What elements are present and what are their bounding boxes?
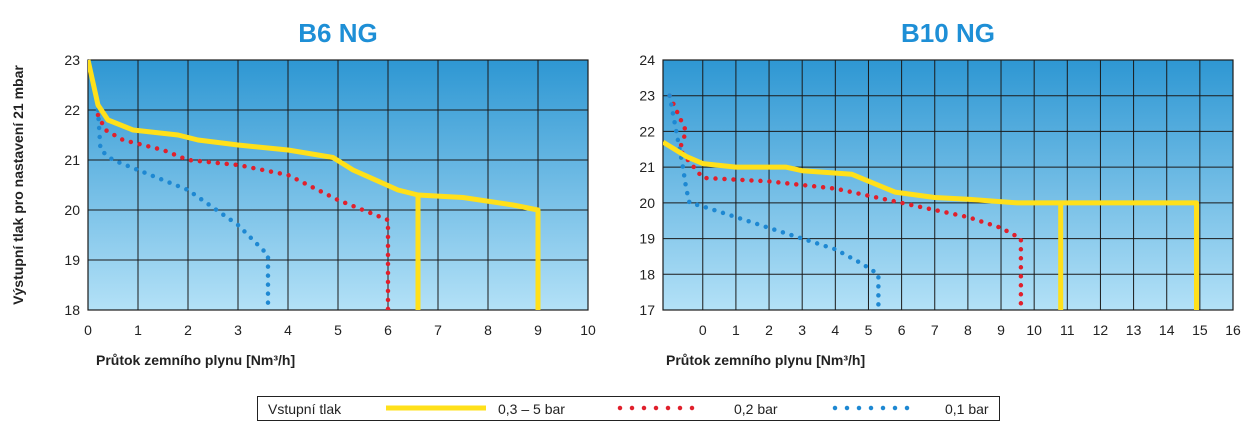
legend-label-0: 0,3 – 5 bar xyxy=(498,401,565,417)
y-tick-label: 18 xyxy=(64,302,80,318)
legend-title: Vstupní tlak xyxy=(268,401,342,417)
legend: Vstupní tlak 0,3 – 5 bar 0,2 bar 0,1 bar xyxy=(257,396,1000,421)
y-tick-label: 24 xyxy=(639,52,655,68)
x-tick-label: 9 xyxy=(534,322,542,338)
y-tick-label: 21 xyxy=(64,152,80,168)
series-line-1 xyxy=(667,93,1024,310)
series-line-2 xyxy=(667,93,881,310)
y-tick-label: 23 xyxy=(64,52,80,68)
x-tick-label: 0 xyxy=(84,322,92,338)
x-axis-label: Průtok zemního plynu [Nm³/h] xyxy=(666,352,865,368)
series-line-2 xyxy=(95,107,271,310)
x-tick-label: 0 xyxy=(699,322,707,338)
y-axis-label: Výstupní tlak pro nastavení 21 mbar xyxy=(10,65,26,305)
x-tick-label: 12 xyxy=(1093,322,1109,338)
x-tick-label: 11 xyxy=(1060,322,1075,338)
y-tick-label: 20 xyxy=(639,195,655,211)
y-tick-label: 17 xyxy=(639,302,655,318)
x-tick-label: 5 xyxy=(865,322,873,338)
chart-title: B6 NG xyxy=(298,18,377,48)
series-line-0 xyxy=(663,139,1199,310)
x-tick-label: 8 xyxy=(964,322,972,338)
x-tick-label: 3 xyxy=(798,322,806,338)
legend-label-2: 0,1 bar xyxy=(945,401,989,417)
y-tick-label: 21 xyxy=(639,159,655,175)
y-tick-label: 22 xyxy=(639,123,655,139)
chart-title: B10 NG xyxy=(901,18,995,48)
x-tick-label: 4 xyxy=(831,322,839,338)
y-tick-label: 20 xyxy=(64,202,80,218)
x-tick-label: 1 xyxy=(732,322,740,338)
series-line-1 xyxy=(95,112,391,310)
x-tick-label: 2 xyxy=(765,322,773,338)
y-tick-label: 23 xyxy=(639,88,655,104)
x-tick-label: 7 xyxy=(931,322,939,338)
x-tick-label: 8 xyxy=(484,322,492,338)
series-group xyxy=(88,59,541,310)
y-tick-label: 19 xyxy=(639,231,655,247)
x-tick-label: 1 xyxy=(134,322,142,338)
y-tick-label: 18 xyxy=(639,266,655,282)
plot-area xyxy=(663,60,1233,310)
series-line-0 xyxy=(88,59,541,310)
x-tick-label: 10 xyxy=(580,322,596,338)
x-tick-label: 4 xyxy=(284,322,292,338)
x-tick-label: 3 xyxy=(234,322,242,338)
x-tick-label: 5 xyxy=(334,322,342,338)
x-tick-label: 2 xyxy=(184,322,192,338)
legend-graphic: Vstupní tlak 0,3 – 5 bar 0,2 bar 0,1 bar xyxy=(268,401,989,417)
x-tick-label: 6 xyxy=(384,322,392,338)
x-tick-label: 13 xyxy=(1126,322,1142,338)
x-tick-label: 7 xyxy=(434,322,442,338)
x-tick-label: 6 xyxy=(898,322,906,338)
series-group xyxy=(663,93,1199,310)
x-axis-label: Průtok zemního plynu [Nm³/h] xyxy=(96,352,295,368)
x-tick-label: 9 xyxy=(997,322,1005,338)
x-tick-label: 10 xyxy=(1026,322,1042,338)
x-tick-label: 14 xyxy=(1159,322,1175,338)
y-tick-label: 22 xyxy=(64,102,80,118)
y-tick-label: 19 xyxy=(64,252,80,268)
chart-1: B10 NG0 1 2 3 4 5 6 7 8 9 10 11 12 13 14 15 161718192021… xyxy=(639,18,1241,368)
x-tick-label: 16 xyxy=(1225,322,1241,338)
x-tick-label: 15 xyxy=(1192,322,1208,338)
legend-label-1: 0,2 bar xyxy=(734,401,778,417)
plot-border xyxy=(662,59,1234,311)
plot-border xyxy=(87,59,589,311)
